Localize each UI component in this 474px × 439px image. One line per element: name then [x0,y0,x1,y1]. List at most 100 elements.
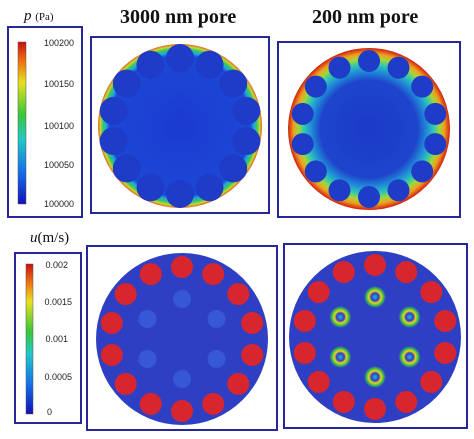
velocity-tick-3: 0.0005 [44,372,72,382]
particle [424,102,447,125]
particle [207,350,226,368]
velocity-200nm-field [289,251,461,423]
particle [291,133,314,156]
particle [241,344,264,366]
pressure-tick-4: 100000 [43,199,74,209]
particle [395,261,418,284]
particle [112,69,141,98]
particle [332,390,355,413]
velocity-200nm-inner-particles [329,286,421,388]
particle [202,392,225,415]
velocity-label: u(m/s) [30,230,70,246]
particle [293,310,316,332]
velocity-tick-4: 0 [46,407,52,417]
particle [293,342,316,364]
particle [241,312,264,334]
particle [171,400,193,422]
particle [138,350,157,368]
particle [424,133,447,156]
pressure-200nm-field [288,48,450,210]
particle [100,312,123,334]
particle [139,263,162,286]
particle [99,127,128,156]
velocity-3000nm-particles [100,256,264,422]
particle [219,154,248,183]
pressure-3000nm-field [98,44,262,208]
particle [364,254,386,276]
particle [387,179,410,202]
particle [173,290,191,308]
particle [395,390,418,413]
velocity-colorbar-frame [14,252,82,424]
particle [364,366,386,388]
pressure-200nm-particles [291,50,447,208]
particle [166,44,194,72]
velocity-200nm-particles [293,254,457,420]
pressure-3000nm-panel [90,36,270,214]
title-200nm: 200 nm pore [312,6,419,28]
particle [100,344,123,366]
particle [358,186,380,208]
particle [364,398,386,420]
particle [136,50,165,79]
particle [195,50,224,79]
particle [358,50,380,72]
particle [291,102,314,125]
particle [207,310,226,328]
pressure-3000nm-particles [99,44,261,208]
particle [304,75,327,98]
particle [434,342,457,364]
particle [99,96,128,125]
velocity-3000nm-inner-particles [138,290,226,388]
particle [307,370,330,393]
particle [329,346,352,368]
particle [420,281,443,304]
particle [328,179,351,202]
particle [332,261,355,284]
particle [114,372,137,395]
particle [202,263,225,286]
particle [328,56,351,79]
particle [173,370,191,388]
pressure-tick-1: 100150 [43,79,74,89]
particle [138,310,157,328]
particle [114,283,137,306]
velocity-3000nm-panel [86,245,278,431]
particle [227,372,250,395]
particle [304,160,327,183]
title-3000nm: 3000 nm pore [120,6,237,28]
particle [411,160,434,183]
particle [307,281,330,304]
pressure-colorbar-frame [7,26,83,218]
particle [411,75,434,98]
pressure-200nm-panel [277,41,461,218]
particle [112,154,141,183]
pressure-tick-2: 100100 [43,121,74,131]
particle [136,173,165,202]
particle [420,370,443,393]
particle [166,180,194,208]
velocity-tick-2: 0.001 [45,334,68,344]
velocity-3000nm-field [96,253,268,425]
pressure-tick-3: 100050 [43,160,74,170]
velocity-colorbar [25,263,34,415]
particle [219,69,248,98]
velocity-tick-0: 0.002 [45,260,68,270]
pressure-tick-0: 100200 [43,38,74,48]
particle [195,173,224,202]
pressure-label: p (Pa) [24,8,54,24]
particle [387,56,410,79]
particle [139,392,162,415]
particle [434,310,457,332]
particle [232,96,261,125]
velocity-200nm-panel [283,243,468,429]
particle [227,283,250,306]
particle [329,306,352,328]
pressure-colorbar [17,41,27,205]
particle [398,346,421,368]
particle [364,286,386,308]
particle [398,306,421,328]
particle [232,127,261,156]
particle [171,256,193,278]
velocity-tick-1: 0.0015 [44,297,72,307]
